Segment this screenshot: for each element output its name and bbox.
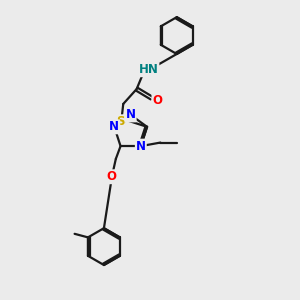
Text: N: N <box>126 108 136 122</box>
Text: O: O <box>152 94 162 107</box>
Text: N: N <box>109 120 119 133</box>
Text: O: O <box>106 170 116 183</box>
Text: HN: HN <box>139 63 158 76</box>
Text: N: N <box>136 140 146 153</box>
Text: S: S <box>116 115 124 128</box>
